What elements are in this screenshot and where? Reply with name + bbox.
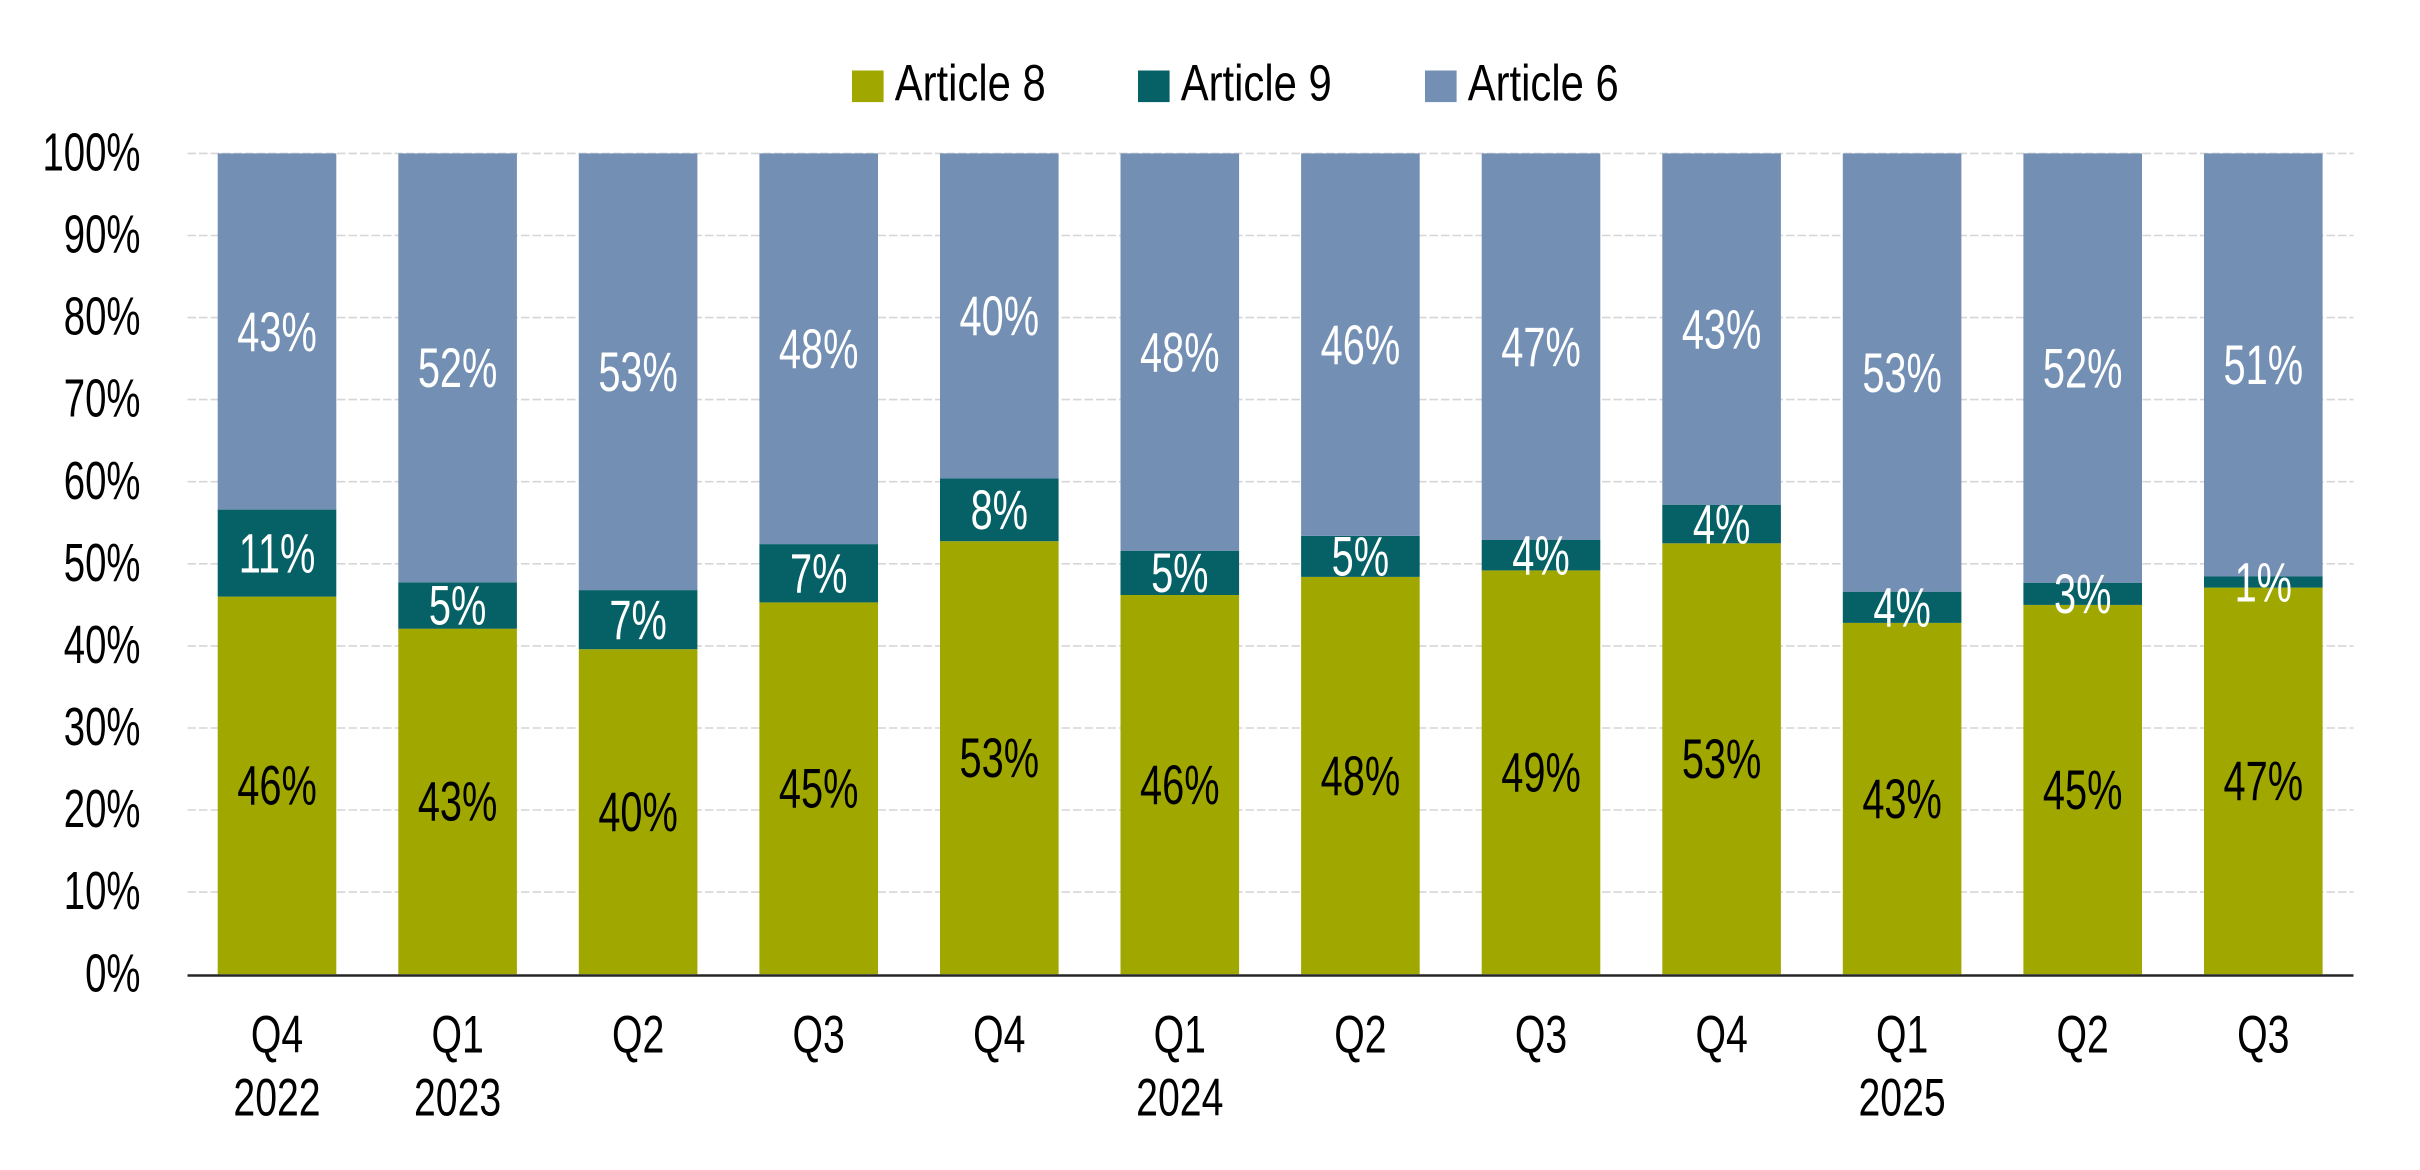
svg-text:46%: 46% xyxy=(237,755,317,817)
svg-text:51%: 51% xyxy=(2224,335,2304,397)
svg-text:43%: 43% xyxy=(1862,768,1942,830)
svg-text:43%: 43% xyxy=(418,771,498,833)
svg-text:43%: 43% xyxy=(237,301,317,363)
svg-text:30%: 30% xyxy=(64,697,141,757)
svg-text:0%: 0% xyxy=(85,943,140,1003)
svg-text:48%: 48% xyxy=(1321,745,1401,807)
svg-text:Q2: Q2 xyxy=(612,1005,664,1064)
svg-text:48%: 48% xyxy=(1140,322,1220,384)
svg-text:49%: 49% xyxy=(1501,742,1581,804)
svg-text:53%: 53% xyxy=(960,727,1040,789)
svg-text:Q3: Q3 xyxy=(793,1005,845,1064)
svg-text:70%: 70% xyxy=(64,368,141,428)
svg-text:52%: 52% xyxy=(418,338,498,400)
svg-text:52%: 52% xyxy=(2043,338,2123,400)
svg-text:Q3: Q3 xyxy=(2237,1005,2289,1064)
svg-text:45%: 45% xyxy=(2043,759,2123,821)
svg-text:Article 6: Article 6 xyxy=(1468,55,1619,112)
svg-text:Article 9: Article 9 xyxy=(1181,55,1332,112)
svg-text:4%: 4% xyxy=(1693,494,1750,556)
svg-text:80%: 80% xyxy=(64,286,141,346)
svg-text:5%: 5% xyxy=(1332,526,1389,588)
svg-text:Q2: Q2 xyxy=(1334,1005,1386,1064)
svg-text:Q1: Q1 xyxy=(431,1005,483,1064)
svg-text:45%: 45% xyxy=(779,758,859,820)
svg-text:Q1: Q1 xyxy=(1876,1005,1928,1064)
svg-text:50%: 50% xyxy=(64,532,141,592)
svg-text:40%: 40% xyxy=(64,615,141,675)
svg-text:7%: 7% xyxy=(609,589,666,651)
svg-text:Q2: Q2 xyxy=(2057,1005,2109,1064)
svg-text:3%: 3% xyxy=(2054,563,2111,625)
svg-text:Q1: Q1 xyxy=(1154,1005,1206,1064)
svg-text:5%: 5% xyxy=(1151,543,1208,605)
svg-text:11%: 11% xyxy=(239,523,316,585)
svg-text:1%: 1% xyxy=(2235,552,2292,614)
svg-text:53%: 53% xyxy=(598,341,678,403)
svg-text:2024: 2024 xyxy=(1136,1068,1223,1127)
svg-text:Q4: Q4 xyxy=(251,1005,303,1064)
svg-text:10%: 10% xyxy=(64,861,141,921)
svg-text:53%: 53% xyxy=(1862,342,1942,404)
svg-text:Q4: Q4 xyxy=(1695,1005,1747,1064)
svg-text:60%: 60% xyxy=(64,450,141,510)
svg-text:48%: 48% xyxy=(779,318,859,380)
svg-text:2022: 2022 xyxy=(233,1068,320,1127)
svg-text:5%: 5% xyxy=(429,575,486,637)
svg-text:46%: 46% xyxy=(1321,314,1401,376)
svg-text:2023: 2023 xyxy=(414,1068,501,1127)
svg-text:53%: 53% xyxy=(1682,728,1762,790)
svg-text:90%: 90% xyxy=(64,204,141,264)
svg-text:Q4: Q4 xyxy=(973,1005,1025,1064)
svg-text:20%: 20% xyxy=(64,779,141,839)
svg-text:4%: 4% xyxy=(1873,577,1930,639)
svg-text:47%: 47% xyxy=(2224,751,2304,813)
svg-text:Article 8: Article 8 xyxy=(895,55,1046,112)
svg-text:100%: 100% xyxy=(42,122,140,182)
svg-text:43%: 43% xyxy=(1682,299,1762,361)
svg-text:Q3: Q3 xyxy=(1515,1005,1567,1064)
svg-text:40%: 40% xyxy=(598,781,678,843)
svg-text:47%: 47% xyxy=(1501,316,1581,378)
svg-text:4%: 4% xyxy=(1512,525,1569,587)
svg-text:2025: 2025 xyxy=(1858,1068,1945,1127)
svg-text:8%: 8% xyxy=(971,480,1028,542)
svg-text:40%: 40% xyxy=(960,286,1040,348)
svg-text:7%: 7% xyxy=(790,543,847,605)
svg-text:46%: 46% xyxy=(1140,754,1220,816)
